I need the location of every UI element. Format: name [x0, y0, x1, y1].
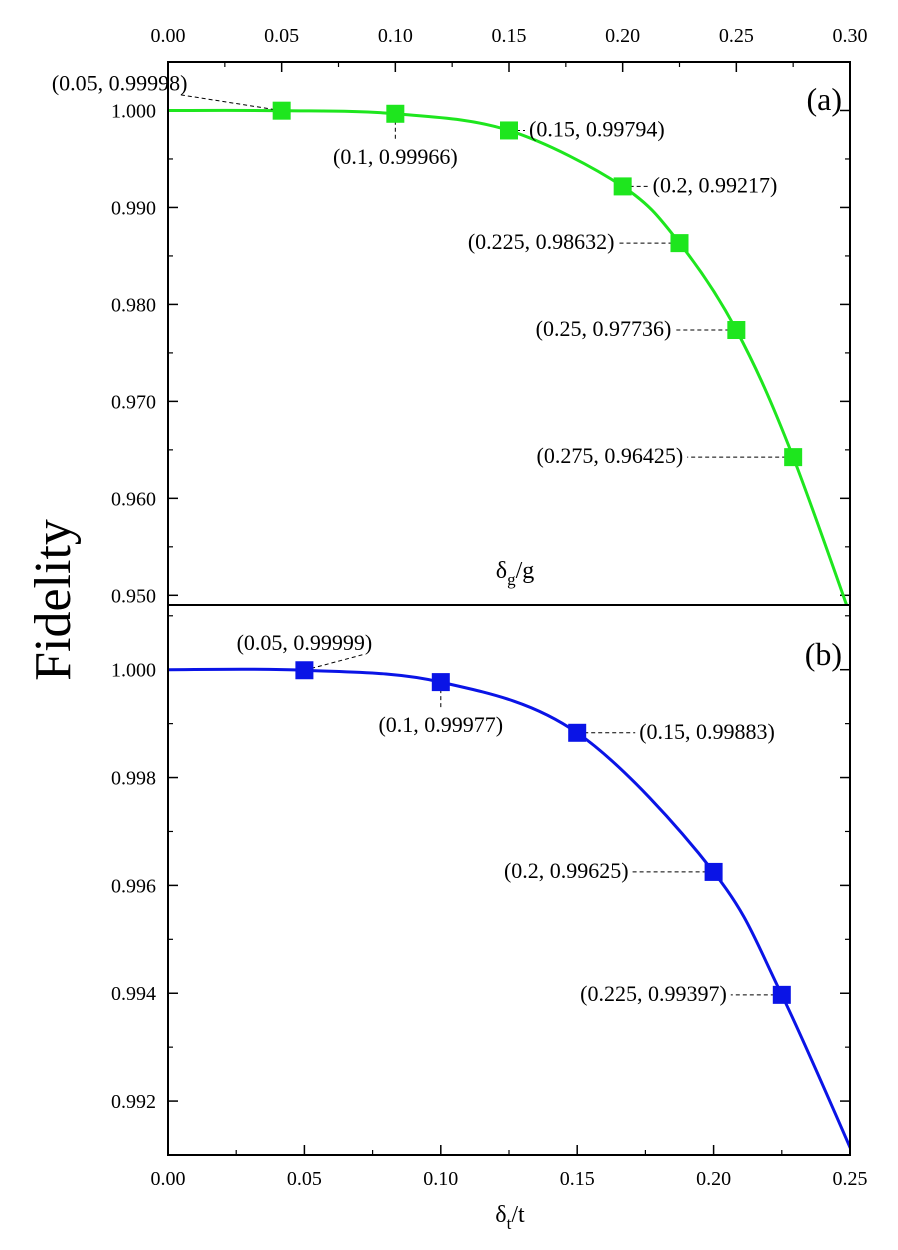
- data-point-label: (0.15, 0.99883): [639, 719, 775, 744]
- x-tick-label: 0.00: [151, 25, 186, 47]
- x-tick-label: 0.25: [719, 25, 754, 47]
- y-tick-label: 0.992: [111, 1091, 156, 1113]
- x-axis-title-main: δ: [495, 1202, 506, 1228]
- y-tick-label: 0.960: [111, 488, 156, 510]
- x-tick-label: 0.15: [492, 25, 527, 47]
- data-point-marker: [784, 448, 803, 467]
- data-point-marker: [386, 104, 405, 123]
- annotation-leader: [179, 94, 282, 112]
- x-axis-title: δg/g: [496, 558, 534, 589]
- data-point-label: (0.1, 0.99966): [333, 144, 458, 169]
- data-point-label: (0.25, 0.97736): [536, 316, 672, 341]
- panel-label: (b): [805, 636, 842, 672]
- data-point-label: (0.15, 0.99794): [529, 116, 665, 141]
- data-point-label: (0.05, 0.99998): [52, 71, 188, 96]
- data-point-marker: [727, 321, 746, 340]
- y-tick-label: 0.970: [111, 391, 156, 413]
- x-tick-label: 0.25: [833, 1168, 868, 1190]
- data-point-label: (0.1, 0.99977): [378, 712, 503, 737]
- data-point-label: (0.2, 0.99625): [504, 858, 629, 883]
- panel-b: 1.000 0.998 0.996 0.994 0.992 0.00 0.05 0.10 0.1…: [111, 604, 868, 1233]
- y-tick-label: 0.998: [111, 768, 156, 790]
- data-point-label: (0.2, 0.99217): [653, 172, 778, 197]
- data-point-marker: [272, 101, 291, 120]
- data-point-label: (0.225, 0.98632): [468, 229, 615, 254]
- x-axis-title-rest: /t: [511, 1202, 525, 1228]
- panel-a: 1.000 0.990 0.980 0.970 0.960 0.950 0.00 0.05 0.…: [52, 25, 868, 607]
- x-axis-title-sub: t: [507, 1214, 512, 1233]
- data-point-marker: [670, 234, 689, 253]
- y-tick-label: 0.996: [111, 875, 156, 897]
- x-tick-label: 0.15: [560, 1168, 595, 1190]
- data-point-label: (0.225, 0.99397): [580, 981, 727, 1006]
- x-tick-label: 0.20: [696, 1168, 731, 1190]
- data-point-marker: [613, 177, 632, 196]
- x-tick-label: 0.30: [833, 25, 868, 47]
- x-axis-title-main: δ: [496, 558, 507, 584]
- y-axis-title: Fidelity: [25, 519, 82, 681]
- x-axis-title-sub: g: [507, 570, 516, 589]
- x-axis-title-rest: /g: [516, 558, 535, 584]
- panel-label: (a): [806, 81, 842, 117]
- data-point-label: (0.05, 0.99999): [237, 630, 373, 655]
- x-tick-label: 0.10: [423, 1168, 458, 1190]
- y-tick-label: 1.000: [111, 660, 156, 682]
- data-point-marker: [568, 723, 587, 742]
- data-point-marker: [431, 673, 450, 692]
- x-axis-title: δt/t: [495, 1202, 525, 1233]
- series-line: [168, 667, 850, 1152]
- y-tick-label: 1.000: [111, 100, 156, 122]
- data-point-label: (0.275, 0.96425): [537, 443, 684, 468]
- x-tick-label: 0.10: [378, 25, 413, 47]
- data-point-marker: [295, 661, 314, 680]
- x-tick-label: 0.05: [287, 1168, 322, 1190]
- plot-frame: [167, 61, 851, 606]
- data-point-marker: [704, 862, 723, 881]
- plot-frame: [167, 604, 851, 1156]
- y-tick-label: 0.990: [111, 197, 156, 219]
- y-tick-label: 0.980: [111, 294, 156, 316]
- x-tick-label: 0.00: [151, 1168, 186, 1190]
- data-point-marker: [772, 985, 791, 1004]
- annotation-leader: [304, 653, 365, 671]
- y-tick-label: 0.994: [111, 983, 156, 1005]
- x-tick-label: 0.05: [264, 25, 299, 47]
- y-tick-label: 0.950: [111, 585, 156, 607]
- data-point-marker: [500, 121, 518, 140]
- x-tick-label: 0.20: [605, 25, 640, 47]
